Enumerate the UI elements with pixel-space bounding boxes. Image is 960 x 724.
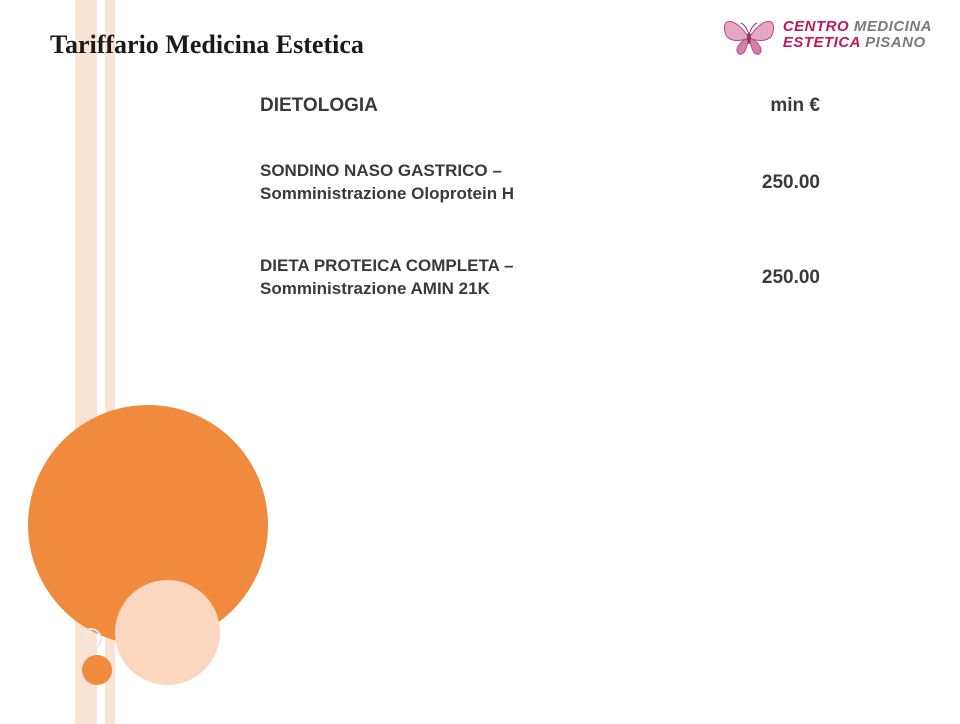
treatment-label-line1: SONDINO NASO GASTRICO –	[260, 161, 502, 180]
page-title: Tariffario Medicina Estetica	[50, 30, 364, 60]
treatment-label-line2: Somministrazione AMIN 21K	[260, 279, 490, 298]
brand-word-medicina: MEDICINA	[854, 18, 932, 35]
brand-text-line1: CENTRO MEDICINA	[783, 19, 932, 35]
brand-logo: CENTRO MEDICINA ESTETICA PISANO	[719, 10, 932, 60]
brand-word-pisano: PISANO	[865, 34, 926, 51]
treatment-label: SONDINO NASO GASTRICO – Somministrazione…	[260, 160, 514, 206]
brand-text: CENTRO MEDICINA ESTETICA PISANO	[783, 19, 932, 51]
treatment-label-line2: Somministrazione Oloprotein H	[260, 184, 514, 203]
bg-circle-small	[82, 655, 112, 685]
table-header: DIETOLOGIA min €	[260, 95, 820, 117]
header-price-col: min €	[770, 95, 820, 117]
header-section: DIETOLOGIA	[260, 95, 378, 117]
treatment-label: DIETA PROTEICA COMPLETA – Somministrazio…	[260, 255, 513, 301]
bg-circle-ring	[80, 628, 102, 650]
butterfly-icon	[719, 10, 779, 60]
bg-circle-medium	[115, 580, 220, 685]
brand-text-line2: ESTETICA PISANO	[783, 35, 932, 51]
brand-word-centro: CENTRO	[783, 18, 849, 35]
treatment-label-line1: DIETA PROTEICA COMPLETA –	[260, 256, 513, 275]
table-row: SONDINO NASO GASTRICO – Somministrazione…	[260, 160, 820, 206]
treatment-price: 250.00	[762, 267, 820, 289]
treatment-price: 250.00	[762, 172, 820, 194]
table-row: DIETA PROTEICA COMPLETA – Somministrazio…	[260, 255, 820, 301]
brand-word-estetica: ESTETICA	[783, 34, 861, 51]
